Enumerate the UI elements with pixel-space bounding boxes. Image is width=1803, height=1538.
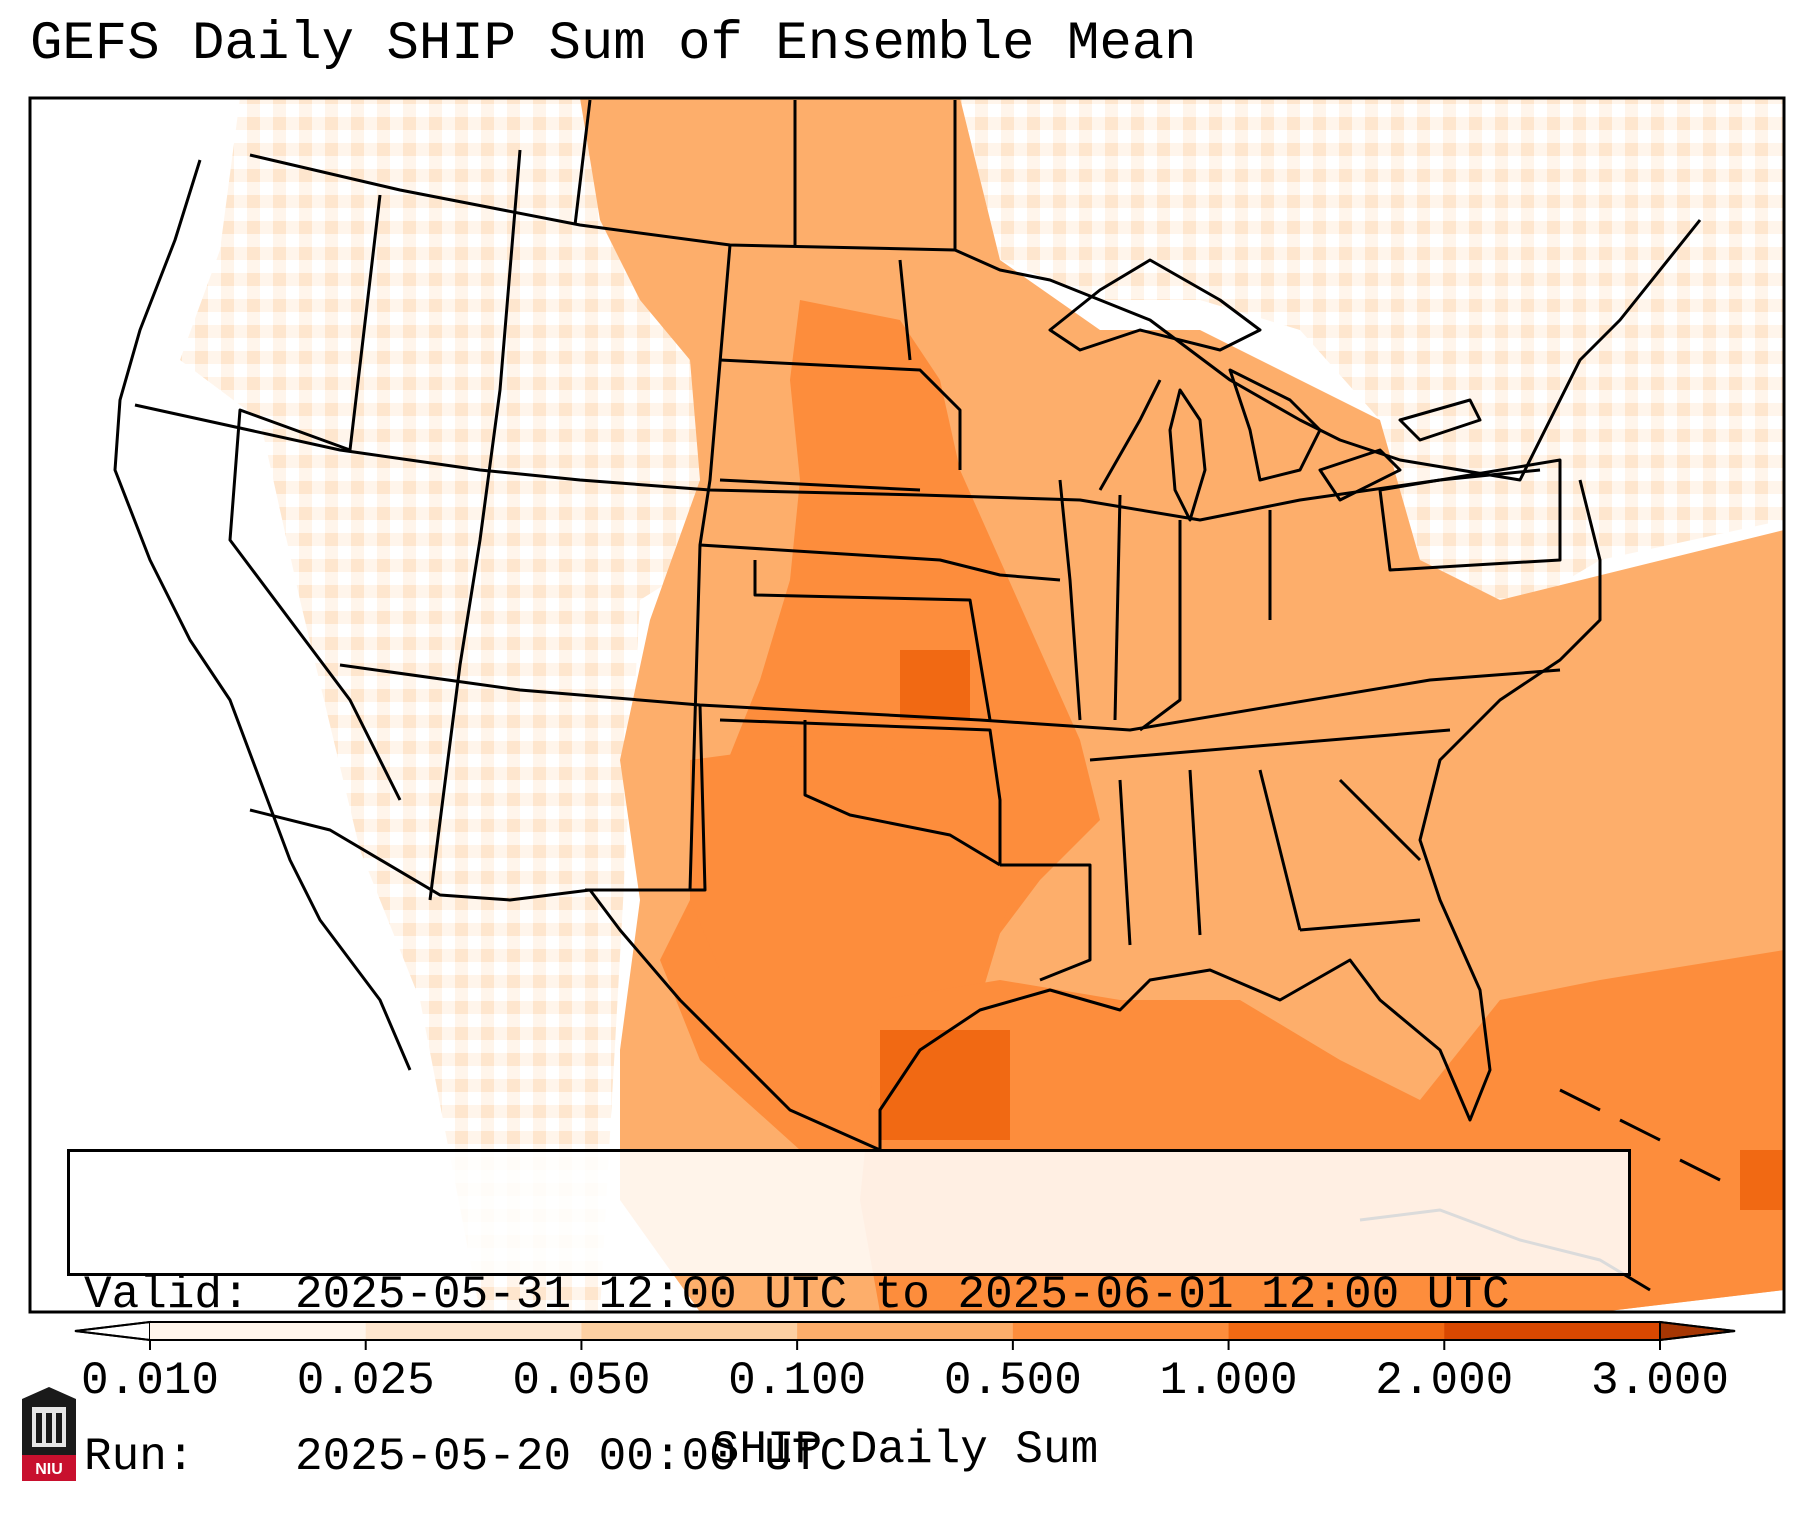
colorbar-segment — [581, 1322, 798, 1340]
us-canada-border — [249, 153, 1702, 482]
boundaries — [113, 99, 1721, 1292]
colorbar-segment — [1444, 1322, 1661, 1340]
colorbar-tick-label: 0.025 — [296, 1355, 435, 1407]
colorbar-tick-label: 2.000 — [1375, 1355, 1514, 1407]
colorbar-extend-high — [1659, 1320, 1736, 1342]
field-northeast-light — [960, 98, 1784, 620]
logo-text: NIU — [35, 1461, 63, 1478]
field-kansas-max — [900, 650, 970, 720]
map-frame — [28, 96, 1786, 1314]
gulf-coast — [878, 479, 1602, 1150]
colorbar-segment — [797, 1322, 1014, 1340]
colorbar-label: SHIP Daily Sum — [711, 1424, 1099, 1476]
lake-superior — [1048, 258, 1262, 352]
colorbar — [74, 1320, 1736, 1350]
us-west-coast — [113, 159, 412, 1071]
lake-huron — [1228, 368, 1322, 482]
niu-logo: NIU — [20, 1385, 78, 1483]
shaded-field — [30, 98, 1784, 1312]
colorbar-tick-label: 0.010 — [80, 1355, 220, 1407]
us-mexico-border — [249, 808, 881, 1152]
lake-erie — [1318, 448, 1402, 502]
lake-ontario — [1398, 398, 1482, 442]
valid-label: Valid: — [84, 1269, 250, 1321]
colorbar-tick-label: 0.050 — [512, 1355, 651, 1407]
forecast-map — [28, 96, 1786, 1350]
run-value: 2025-05-20 00:00 UTC — [295, 1431, 848, 1483]
lake-michigan — [1168, 388, 1207, 522]
colorbar-tick-label: 0.500 — [943, 1355, 1082, 1407]
info-box: Valid: 2025-05-31 12:00 UTC to 2025-06-01… — [67, 1149, 1631, 1483]
valid-value: 2025-05-31 12:00 UTC to 2025-06-01 12:00… — [295, 1269, 1510, 1321]
colorbar-segment — [1228, 1322, 1445, 1340]
colorbar-tick-label: 1.000 — [1159, 1355, 1298, 1407]
colorbar-segment — [365, 1322, 582, 1340]
run-label: Run: — [84, 1431, 195, 1483]
colorbar-segment — [1012, 1322, 1230, 1340]
colorbar-tick-label: 3.000 — [1590, 1355, 1730, 1407]
field-gulf-max — [880, 1030, 1010, 1140]
colorbar-segment — [150, 1322, 367, 1340]
map-title: GEFS Daily SHIP Sum of Ensemble Mean — [30, 14, 1197, 75]
colorbar-tick-label: 0.100 — [728, 1355, 867, 1407]
